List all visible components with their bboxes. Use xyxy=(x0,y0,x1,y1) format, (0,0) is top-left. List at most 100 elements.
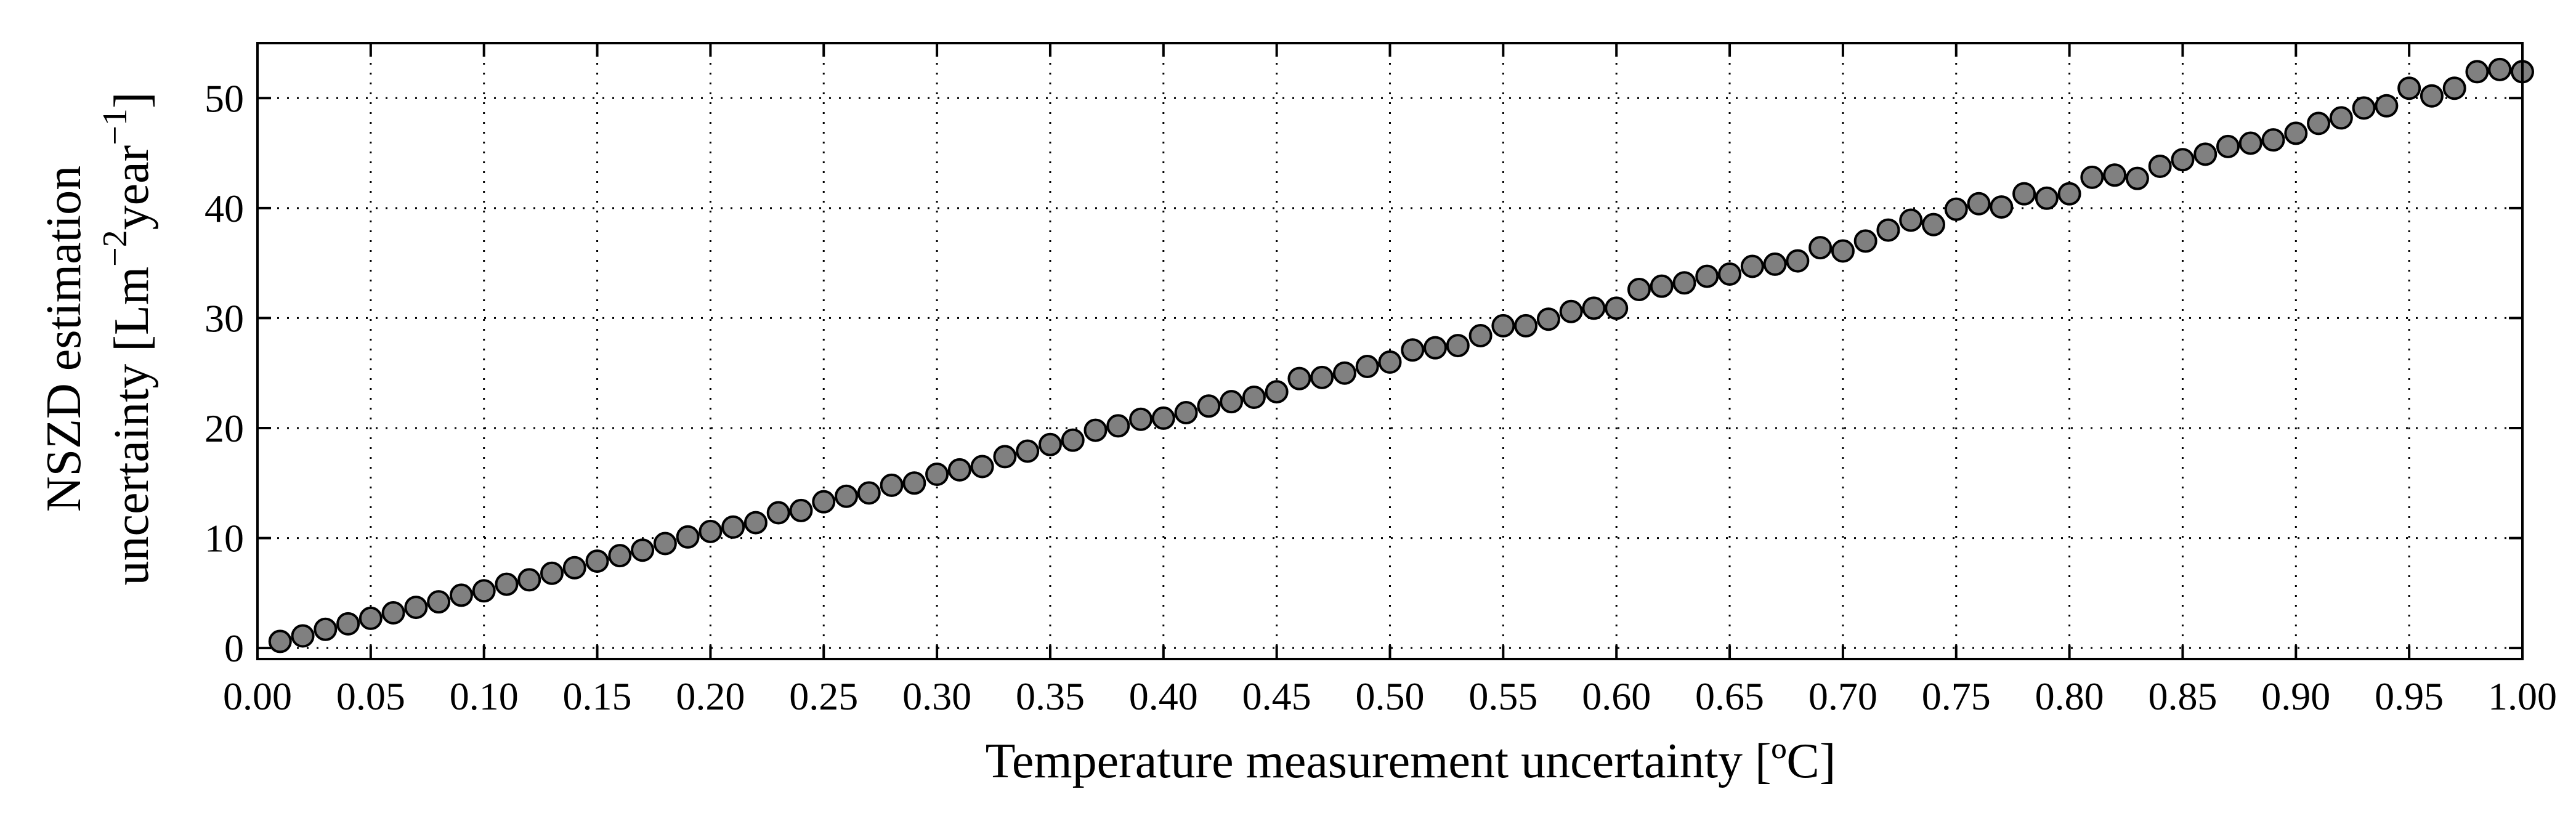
data-point xyxy=(947,458,971,482)
data-point xyxy=(2193,142,2218,166)
x-tick-label: 0.75 xyxy=(1922,674,1991,718)
data-point xyxy=(427,590,451,614)
x-axis-label: Temperature measurement uncertainty [ºC] xyxy=(986,734,1836,788)
data-point xyxy=(2307,111,2331,136)
data-point xyxy=(1763,252,1787,276)
data-point xyxy=(1740,254,1764,278)
data-point xyxy=(268,629,292,653)
plot-area-frame xyxy=(256,42,2524,660)
data-point xyxy=(1016,439,1040,463)
x-tick-label: 0.40 xyxy=(1129,674,1198,718)
data-point xyxy=(880,473,904,497)
data-point xyxy=(2397,76,2421,100)
data-point xyxy=(1129,407,1153,431)
data-point xyxy=(2125,166,2149,190)
data-point xyxy=(2012,182,2036,206)
data-point xyxy=(1265,380,1289,404)
data-point xyxy=(1876,218,1900,242)
data-point xyxy=(2216,134,2240,158)
data-point xyxy=(2488,57,2512,81)
data-point xyxy=(1446,334,1470,358)
data-point xyxy=(472,579,496,603)
data-point xyxy=(1718,262,1742,286)
data-point xyxy=(404,596,428,620)
data-point xyxy=(2442,76,2466,100)
data-point xyxy=(631,538,655,562)
x-tick-label: 0.20 xyxy=(676,674,745,718)
data-point xyxy=(1990,195,2014,219)
x-tick-label: 0.35 xyxy=(1016,674,1085,718)
data-point xyxy=(653,532,677,556)
data-point xyxy=(2329,106,2353,130)
data-point xyxy=(358,606,383,630)
data-point xyxy=(2171,148,2195,172)
x-tick-label: 0.00 xyxy=(223,674,292,718)
data-point xyxy=(1061,428,1085,452)
data-point xyxy=(585,549,609,573)
data-point xyxy=(970,455,994,479)
data-point xyxy=(699,519,723,543)
data-point xyxy=(1853,229,1877,253)
data-point xyxy=(1921,212,1945,237)
y-tick-label: 50 xyxy=(205,76,244,120)
data-point xyxy=(517,568,541,592)
data-point xyxy=(1242,386,1266,409)
y-axis-label-line2: uncertainty [Lm−2year−1] xyxy=(96,92,159,585)
data-point xyxy=(1332,361,1356,385)
data-point xyxy=(1627,278,1651,301)
x-axis-ticks: 0.00 0.05 0.10 0.15 0.20 0.25 0.30 0.35 0.40 0.45… xyxy=(223,43,2557,718)
x-tick-label: 0.95 xyxy=(2375,674,2444,718)
x-tick-label: 0.05 xyxy=(336,674,405,718)
data-point xyxy=(1197,394,1221,418)
data-point xyxy=(314,617,338,641)
data-point xyxy=(495,572,519,596)
data-points xyxy=(268,57,2534,653)
y-tick-label: 30 xyxy=(205,296,244,340)
data-point xyxy=(1174,401,1198,424)
x-tick-label: 0.60 xyxy=(1582,674,1651,718)
data-point xyxy=(925,463,949,486)
data-point xyxy=(2465,60,2489,84)
data-point xyxy=(1491,313,1515,338)
data-point xyxy=(1786,249,1810,273)
data-point xyxy=(2284,121,2308,145)
data-point xyxy=(2375,94,2399,118)
data-point xyxy=(902,471,926,495)
data-point xyxy=(1083,418,1108,442)
data-point xyxy=(381,601,405,625)
data-point xyxy=(835,484,859,508)
data-point xyxy=(1514,313,1538,338)
data-point xyxy=(1672,271,1696,295)
data-point xyxy=(2057,182,2081,206)
x-tick-label: 0.65 xyxy=(1695,674,1764,718)
data-point xyxy=(2352,96,2376,120)
data-point xyxy=(562,556,586,580)
x-tick-label: 0.10 xyxy=(450,674,519,718)
x-tick-label: 0.25 xyxy=(789,674,858,718)
data-point xyxy=(1899,208,1923,232)
data-point xyxy=(2080,165,2104,189)
data-point xyxy=(1151,406,1175,430)
data-point xyxy=(1582,296,1606,320)
x-tick-label: 0.80 xyxy=(2035,674,2104,718)
data-point xyxy=(812,490,836,514)
data-point xyxy=(2420,84,2444,108)
x-tick-label: 0.15 xyxy=(563,674,632,718)
data-point xyxy=(1401,338,1425,362)
data-point xyxy=(721,515,745,539)
data-point xyxy=(857,481,881,505)
data-point xyxy=(1220,390,1244,414)
data-point xyxy=(1287,366,1311,390)
data-point xyxy=(336,612,360,636)
data-point xyxy=(608,544,632,568)
data-point xyxy=(1944,197,1968,221)
grid-lines xyxy=(257,43,2522,659)
data-point xyxy=(1468,324,1493,347)
data-point xyxy=(2238,131,2262,155)
data-point xyxy=(743,511,768,535)
data-point xyxy=(1106,414,1130,438)
data-point xyxy=(1559,299,1583,323)
data-point xyxy=(1424,336,1448,360)
data-point xyxy=(291,624,315,648)
